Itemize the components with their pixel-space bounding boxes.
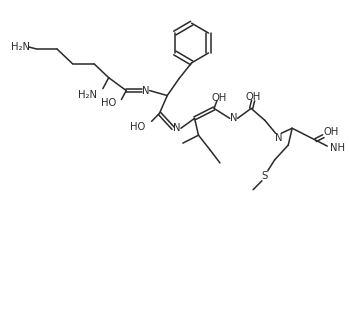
Text: N: N (230, 113, 237, 123)
Text: H₂N: H₂N (78, 90, 97, 100)
Text: N: N (275, 133, 282, 143)
Text: OH: OH (324, 127, 339, 137)
Text: NH: NH (330, 143, 345, 153)
Text: N: N (142, 85, 149, 95)
Text: OH: OH (245, 91, 261, 101)
Text: OH: OH (211, 93, 227, 103)
Text: HO: HO (129, 122, 145, 132)
Text: H₂N: H₂N (12, 42, 30, 52)
Text: N: N (173, 123, 181, 133)
Text: HO: HO (101, 99, 117, 109)
Text: S: S (262, 171, 268, 181)
